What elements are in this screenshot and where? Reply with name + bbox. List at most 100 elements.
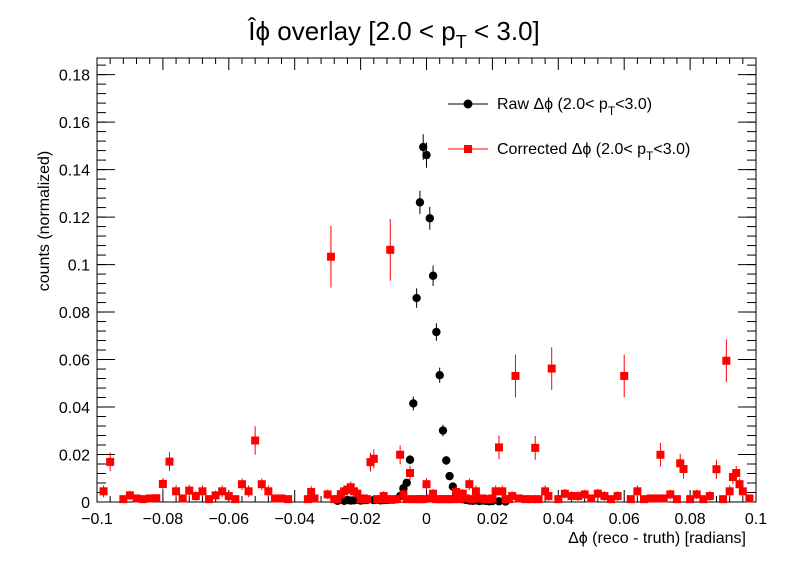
data-point bbox=[593, 489, 602, 498]
data-point bbox=[656, 450, 665, 459]
data-point bbox=[607, 495, 616, 504]
data-point bbox=[511, 371, 520, 380]
data-point bbox=[419, 142, 428, 152]
data-point bbox=[554, 495, 563, 504]
data-point bbox=[284, 495, 293, 504]
data-point bbox=[452, 488, 461, 497]
data-point bbox=[369, 454, 378, 463]
data-point bbox=[728, 473, 737, 482]
data-point bbox=[251, 436, 260, 445]
data-point bbox=[270, 494, 279, 503]
x-tick-label: −0.02 bbox=[340, 511, 381, 528]
data-point bbox=[541, 487, 550, 496]
data-point bbox=[412, 293, 421, 303]
legend-label-raw: Raw Δϕ (2.0< pT<3.0) bbox=[497, 96, 652, 118]
data-point bbox=[653, 494, 662, 503]
data-point bbox=[567, 492, 576, 501]
data-point bbox=[666, 490, 675, 499]
data-point bbox=[353, 489, 362, 498]
data-point bbox=[468, 495, 477, 504]
data-point bbox=[735, 480, 744, 489]
data-point bbox=[119, 495, 128, 504]
series-corrected bbox=[99, 218, 754, 504]
data-point bbox=[405, 455, 415, 464]
chart-title: Îϕ overlay [2.0 < pT < 3.0] bbox=[247, 16, 540, 52]
data-point bbox=[659, 494, 668, 503]
x-tick-labels: −0.1 −0.08 −0.06 −0.04 −0.02 0 0.02 0.04 0.06 0.0… bbox=[81, 511, 767, 528]
data-point bbox=[429, 489, 438, 498]
data-point bbox=[547, 364, 556, 373]
data-point bbox=[363, 495, 372, 504]
data-point bbox=[462, 494, 471, 503]
data-point bbox=[399, 490, 408, 499]
data-point bbox=[514, 494, 523, 503]
data-point bbox=[307, 488, 316, 497]
y-axis-label: counts (normalized) bbox=[36, 151, 53, 292]
data-point bbox=[185, 486, 194, 495]
data-point bbox=[458, 489, 467, 498]
legend-marker-corrected bbox=[464, 145, 472, 153]
data-point bbox=[198, 487, 207, 496]
data-point bbox=[303, 495, 312, 504]
data-point bbox=[442, 456, 451, 465]
data-point bbox=[402, 495, 411, 504]
x-tick-label: 0.06 bbox=[609, 511, 640, 528]
data-point bbox=[705, 492, 714, 501]
data-point bbox=[158, 479, 167, 488]
y-tick-label: 0.02 bbox=[59, 448, 90, 465]
x-tick-label: −0.1 bbox=[81, 511, 113, 528]
data-point bbox=[422, 480, 431, 489]
data-point bbox=[425, 494, 434, 503]
series-raw bbox=[333, 134, 510, 506]
data-point bbox=[600, 492, 609, 501]
data-point bbox=[326, 252, 335, 261]
plot-frame bbox=[96, 57, 757, 503]
data-point bbox=[498, 487, 507, 496]
data-point bbox=[722, 356, 731, 365]
data-point bbox=[494, 443, 503, 452]
data-point bbox=[224, 492, 233, 501]
data-point bbox=[448, 495, 457, 504]
data-point bbox=[432, 327, 441, 337]
x-tick-label: −0.04 bbox=[274, 511, 315, 528]
data-point bbox=[488, 494, 497, 503]
y-tick-labels: 0 0.02 0.04 0.06 0.08 0.1 0.12 0.14 0.16 0.18 bbox=[59, 68, 90, 512]
legend: Raw Δϕ (2.0< pT<3.0) Corrected Δϕ (2.0< … bbox=[448, 96, 690, 163]
x-tick-label: 0 bbox=[422, 511, 431, 528]
data-point bbox=[445, 471, 454, 481]
data-point bbox=[471, 487, 480, 496]
data-point bbox=[409, 399, 418, 408]
y-tick-label: 0.1 bbox=[68, 258, 90, 275]
data-point bbox=[165, 457, 174, 466]
data-point bbox=[257, 480, 266, 489]
data-point bbox=[264, 487, 273, 496]
data-point bbox=[719, 495, 728, 504]
legend-label-corrected: Corrected Δϕ (2.0< pT<3.0) bbox=[497, 141, 690, 163]
data-point bbox=[692, 490, 701, 499]
data-point bbox=[679, 464, 688, 473]
data-point bbox=[106, 457, 115, 466]
data-point bbox=[712, 465, 721, 474]
x-tick-label: −0.06 bbox=[209, 511, 250, 528]
data-point bbox=[323, 490, 332, 499]
data-point bbox=[531, 443, 540, 452]
x-tick-label: 0.02 bbox=[477, 511, 508, 528]
data-point bbox=[534, 495, 543, 504]
data-point bbox=[527, 495, 536, 504]
data-point bbox=[277, 494, 286, 503]
data-point bbox=[646, 494, 655, 503]
data-point bbox=[218, 487, 227, 496]
x-tick-label: 0.1 bbox=[745, 511, 767, 528]
data-point bbox=[465, 480, 474, 489]
data-point bbox=[205, 495, 214, 504]
data-point bbox=[633, 487, 642, 496]
y-tick-label: 0.16 bbox=[59, 115, 90, 132]
data-point bbox=[178, 494, 187, 503]
y-ticks bbox=[97, 64, 756, 503]
x-ticks bbox=[96, 58, 757, 502]
y-tick-label: 0.14 bbox=[59, 163, 90, 180]
data-point bbox=[125, 491, 134, 500]
data-point bbox=[145, 494, 154, 503]
data-point bbox=[613, 492, 622, 501]
